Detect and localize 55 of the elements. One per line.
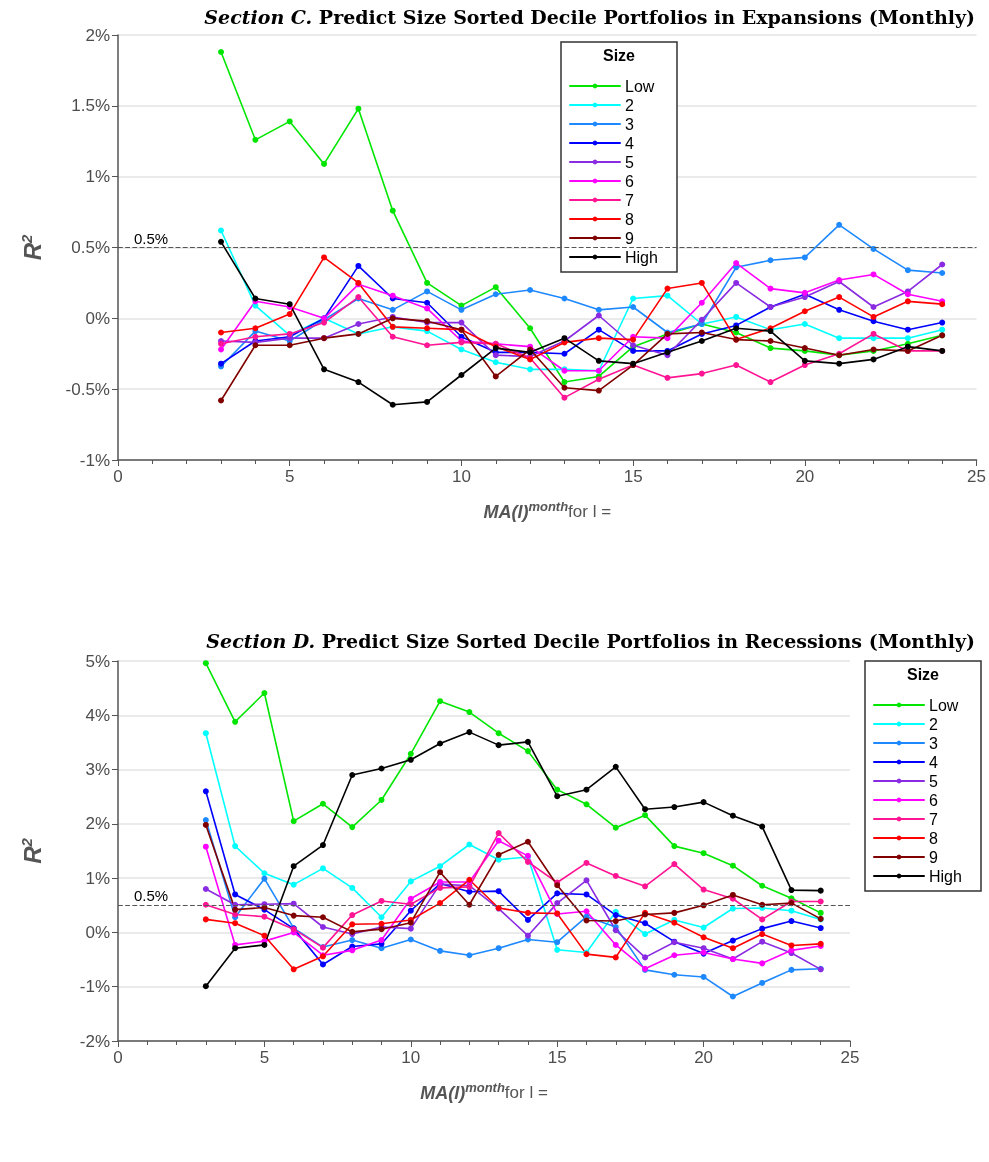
legend-label: 4: [929, 753, 938, 771]
legend-label: 8: [929, 829, 938, 847]
x-tick-label: 20: [694, 1048, 714, 1067]
y-tick-label: 0.5%: [71, 238, 110, 257]
x-tick-label: 25: [967, 467, 987, 486]
legend-label: High: [625, 248, 658, 266]
y-tick-label: 2%: [85, 25, 110, 45]
legend-label: 7: [929, 810, 938, 828]
legend-label: 5: [625, 153, 634, 171]
y-tick-label: 0%: [85, 922, 110, 942]
chart-title: Section C. Predict Size Sorted Decile Portfolios in Expansions (Monthly): [204, 5, 975, 28]
x-tick-label: 25: [840, 1048, 860, 1067]
y-axis-title: R2: [18, 837, 46, 864]
legend-label: 6: [625, 172, 634, 190]
legend-label: 7: [625, 191, 634, 209]
ref-line-label: 0.5%: [134, 229, 169, 247]
y-axis-title: R2: [18, 234, 46, 261]
x-tick-label: 0: [113, 1048, 123, 1067]
y-tick-label: 5%: [85, 651, 110, 671]
y-tick-label: -2%: [79, 1031, 110, 1051]
legend-label: 3: [625, 115, 634, 133]
y-tick-label: 1%: [85, 868, 110, 888]
x-tick-label: 0: [113, 467, 123, 486]
chart-title: Section D. Predict Size Sorted Decile Portfolios in Recessions (Monthly): [206, 629, 975, 652]
legend-label: 9: [929, 848, 938, 866]
y-tick-label: 1%: [85, 167, 110, 187]
legend-label: 5: [929, 772, 938, 790]
y-tick-label: 4%: [85, 705, 110, 725]
y-tick-label: 2%: [85, 814, 110, 834]
y-tick-label: 0%: [85, 308, 110, 328]
x-tick-label: 10: [451, 467, 471, 486]
legend-label: 3: [929, 734, 938, 752]
legend-label: 4: [625, 134, 634, 152]
legend-label: 2: [625, 96, 634, 114]
legend-label: 6: [929, 791, 938, 809]
x-tick-label: 5: [259, 1048, 270, 1067]
x-tick-label: 5: [284, 467, 295, 486]
x-tick-label: 15: [547, 1048, 567, 1067]
legend-label: 8: [625, 210, 634, 228]
y-tick-label: 1.5%: [71, 96, 110, 116]
legend-label: High: [929, 867, 962, 885]
y-tick-label: -1%: [79, 450, 110, 470]
x-tick-label: 10: [401, 1048, 421, 1067]
ref-line-label: 0.5%: [134, 887, 169, 905]
y-tick-label: -0.5%: [65, 379, 110, 399]
legend-title: Size: [602, 46, 636, 64]
legend-label: 9: [625, 229, 634, 247]
legend-title: Size: [906, 665, 940, 683]
legend-label: 2: [929, 715, 938, 733]
y-tick-label: 3%: [85, 760, 110, 780]
legend-label: Low: [929, 696, 959, 714]
x-tick-label: 15: [623, 467, 643, 486]
x-tick-label: 20: [795, 467, 815, 486]
y-tick-label: -1%: [79, 977, 110, 997]
legend-label: Low: [625, 77, 655, 95]
